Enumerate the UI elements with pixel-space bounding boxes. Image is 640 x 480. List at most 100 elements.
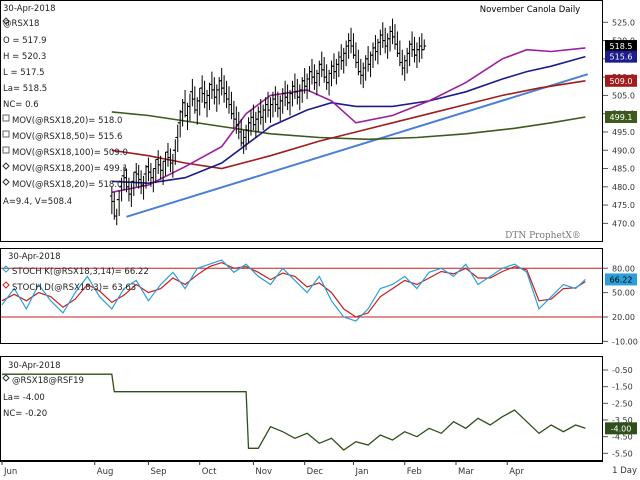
ohlc-high: H = 520.3 bbox=[3, 52, 46, 62]
ohlc-bar bbox=[366, 46, 371, 72]
spread-change: NC= -0.20 bbox=[3, 409, 47, 419]
ohlc-bar bbox=[344, 40, 349, 67]
ohlc-bar bbox=[156, 150, 161, 175]
ohlc-bar bbox=[197, 87, 202, 116]
price-symbol: @RSX18 bbox=[3, 19, 39, 29]
ohlc-bar bbox=[165, 142, 170, 167]
ma-legend-4: MOV(@RSX18,200)= 499.1 bbox=[12, 164, 128, 174]
ohlc-bar bbox=[305, 73, 310, 100]
x-tick-label: Dec bbox=[307, 467, 324, 477]
ma50-line bbox=[111, 55, 586, 185]
stoch-legend: 30-Apr-2018 STOCH K(@RSX18,3,14)= 66.22 … bbox=[8, 252, 149, 293]
price-y-tick: 495.0 bbox=[612, 128, 635, 137]
ohlc-bar bbox=[209, 71, 214, 100]
ohlc-bar bbox=[253, 111, 258, 138]
ohlc-bar bbox=[339, 44, 344, 70]
ohlc-bar bbox=[114, 199, 119, 226]
ohlc-bar bbox=[153, 158, 158, 184]
x-tick-label: Mar bbox=[458, 467, 475, 477]
ohlc-bar bbox=[273, 86, 278, 112]
ohlc-bar bbox=[158, 155, 163, 180]
ohlc-bar bbox=[190, 78, 195, 107]
interval-label: 1 Day bbox=[612, 466, 637, 476]
ohlc-bar bbox=[312, 64, 317, 90]
ohlc-bar bbox=[136, 164, 141, 189]
spread-tag-bg bbox=[605, 422, 637, 435]
ohlc-bar bbox=[385, 33, 390, 59]
ma-legend-3: MOV(@RSX18,100)= 509.0 bbox=[12, 148, 128, 158]
ohlc-bar bbox=[131, 171, 136, 196]
ohlc-bar bbox=[207, 82, 212, 111]
ohlc-bar bbox=[175, 122, 180, 153]
stoch-d-diamond-icon bbox=[2, 281, 10, 289]
ohlc-bar bbox=[380, 22, 385, 48]
price-panel-frame bbox=[0, 0, 603, 242]
ohlc-bar bbox=[309, 58, 314, 85]
ohlc-bar bbox=[414, 42, 419, 68]
stoch-d-line bbox=[1, 261, 586, 318]
ma-diamond-icon bbox=[2, 178, 10, 186]
ohlc-bar bbox=[151, 168, 156, 193]
ohlc-bar bbox=[346, 33, 351, 59]
stoch-k-diamond-icon bbox=[2, 265, 10, 273]
ohlc-open: O = 517.9 bbox=[3, 36, 47, 46]
ohlc-bar bbox=[280, 88, 285, 114]
price-y-tick: 480.0 bbox=[612, 183, 635, 192]
ohlc-bar bbox=[163, 151, 168, 176]
stoch-y-tick: 80.00 bbox=[612, 264, 635, 273]
price-tag-2: 515.6 bbox=[610, 53, 633, 62]
spread-y-tick: -2.50 bbox=[612, 399, 633, 408]
ohlc-bar bbox=[261, 104, 266, 131]
ohlc-bar bbox=[109, 186, 114, 215]
stoch-y-tick: 50.00 bbox=[612, 289, 635, 298]
ohlc-bar bbox=[410, 31, 415, 58]
price-y-tick: 505.0 bbox=[612, 91, 635, 100]
ohlc-bar bbox=[200, 75, 205, 103]
spread-tag: -4.00 bbox=[611, 424, 632, 433]
ohlc-bar bbox=[349, 27, 354, 54]
price-tag-1-bg bbox=[605, 40, 637, 53]
ohlc-bar bbox=[146, 157, 151, 182]
spread-y-tick: -1.50 bbox=[612, 383, 633, 392]
price-tag-4: 499.1 bbox=[610, 113, 633, 122]
ohlc-bar bbox=[205, 89, 210, 118]
ohlc-bar bbox=[241, 130, 246, 154]
ohlc-bar bbox=[329, 60, 334, 87]
ohlc-bar bbox=[224, 80, 229, 109]
ohlc-bar bbox=[373, 35, 378, 61]
ma-diamond-icon bbox=[2, 162, 10, 170]
ohlc-bar bbox=[229, 91, 234, 120]
ohlc-bar bbox=[278, 95, 283, 121]
ohlc-bar bbox=[324, 64, 329, 90]
ohlc-bar bbox=[419, 33, 424, 59]
stoch-tag-bg bbox=[605, 273, 637, 286]
spread-symbol: @RSX18@RSF19 bbox=[12, 376, 84, 386]
spread-y-tick: -4.50 bbox=[612, 433, 633, 442]
ohlc-bar bbox=[412, 36, 417, 63]
spread-panel: -0.50 -1.50 -2.50 -3.50 -4.50 -5.50 -4.00 bbox=[2, 366, 637, 458]
ohlc-bar bbox=[388, 25, 393, 52]
ma-legend-5: MOV(@RSX18,20)= 518.0 bbox=[12, 180, 122, 190]
ma100-line bbox=[111, 80, 586, 170]
ohlc-bar bbox=[183, 89, 188, 118]
stoch-y-tick: -10.00 bbox=[612, 337, 638, 346]
ohlc-bar bbox=[202, 80, 207, 109]
ohlc-bar bbox=[358, 58, 363, 85]
ohlc-bar bbox=[336, 51, 341, 78]
x-tick-label: Apr bbox=[509, 467, 524, 477]
spread-y-tick: -3.50 bbox=[612, 416, 633, 425]
ohlc-bar bbox=[129, 180, 134, 207]
price-tag-4-bg bbox=[605, 110, 637, 123]
ohlc-bar bbox=[256, 106, 261, 132]
ohlc-bar bbox=[371, 42, 376, 68]
stoch-k-legend: STOCH K(@RSX18,3,14)= 66.22 bbox=[12, 267, 149, 277]
price-tag-3: 509.0 bbox=[610, 77, 633, 86]
ohlc-bar bbox=[402, 55, 407, 81]
x-tick-label: Oct bbox=[202, 467, 217, 477]
ohlc-bar bbox=[400, 49, 405, 76]
stoch-date: 30-Apr-2018 bbox=[8, 252, 61, 262]
ohlc-bar bbox=[214, 84, 219, 112]
ohlc-bar bbox=[219, 67, 224, 96]
watermark: DTN ProphetX® bbox=[505, 231, 581, 241]
